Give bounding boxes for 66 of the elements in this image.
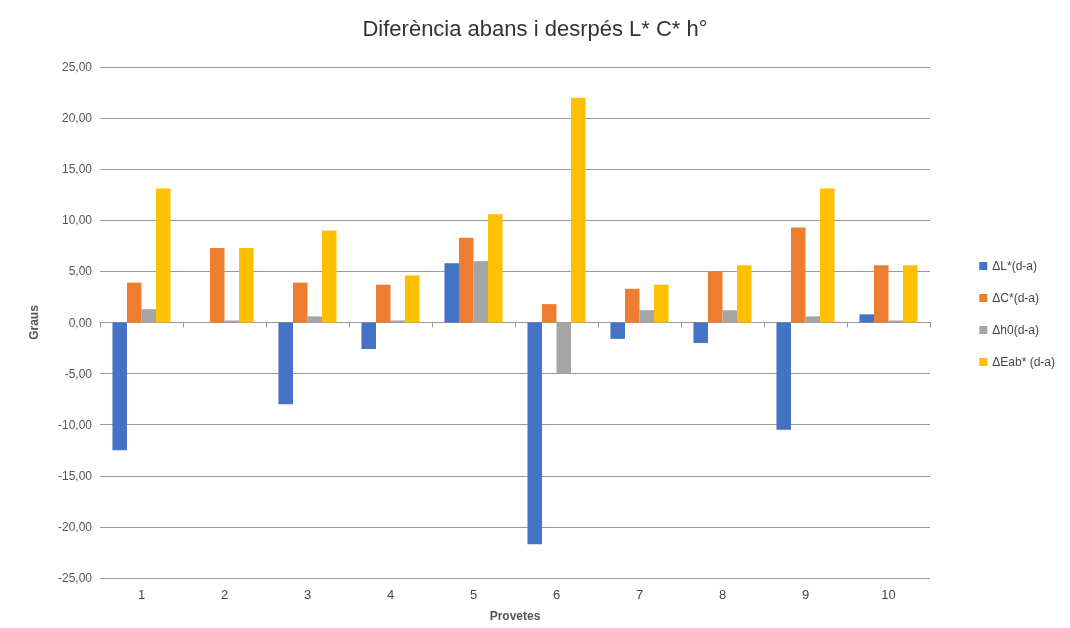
bar: [873, 265, 889, 323]
bar: [112, 322, 127, 451]
bar: [527, 322, 542, 545]
bar: [292, 282, 308, 323]
y-tick-label: 20,00: [61, 111, 93, 126]
y-tick-label: -10,00: [57, 417, 93, 432]
y-tick-label: 0,00: [68, 315, 93, 330]
x-tick-label: 7: [635, 587, 644, 602]
bar: [444, 263, 459, 323]
bar: [239, 247, 254, 323]
y-axis-title: Graus: [27, 304, 41, 340]
bar: [571, 97, 586, 323]
bar: [624, 288, 640, 323]
bar: [610, 322, 625, 339]
bar: [639, 310, 655, 323]
bar: [322, 230, 337, 323]
y-tick-label: 10,00: [61, 213, 93, 228]
x-tick-label: 5: [469, 587, 478, 602]
bar: [278, 322, 293, 405]
bar: [693, 322, 708, 343]
bar: [141, 309, 157, 323]
bar: [903, 265, 918, 323]
bar: [737, 265, 752, 323]
bar: [375, 284, 391, 323]
bar: [790, 227, 806, 323]
x-tick-label: 3: [303, 587, 312, 602]
bar: [126, 282, 142, 323]
bar: [805, 316, 821, 323]
bar: [473, 261, 489, 323]
bar: [390, 320, 406, 323]
y-tick-label: 5,00: [68, 264, 93, 279]
legend-label: ΔEab* (d-a): [992, 355, 1056, 369]
legend-label: ΔL*(d-a): [992, 259, 1037, 273]
x-tick-label: 9: [801, 587, 810, 602]
y-tick-label: -5,00: [64, 366, 93, 381]
legend-label: Δh0(d-a): [992, 323, 1039, 337]
y-tick-label: -20,00: [57, 519, 93, 534]
bar: [307, 316, 323, 323]
x-axis-title: Provetes: [489, 609, 541, 623]
bar: [458, 237, 474, 323]
bar: [859, 314, 874, 323]
y-tick-label: -15,00: [57, 468, 93, 483]
bar: [361, 322, 376, 350]
bar: [488, 214, 503, 323]
bar: [707, 271, 723, 323]
bar: [405, 275, 420, 323]
x-tick-label: 2: [220, 587, 229, 602]
x-tick-label: 4: [386, 587, 395, 602]
bar: [541, 304, 557, 323]
chart-title: Diferència abans i desrpés L* C* h°: [362, 15, 708, 41]
bar: [722, 310, 738, 323]
bar: [776, 322, 791, 430]
bar: [820, 188, 835, 323]
x-tick-label: 1: [137, 587, 146, 602]
bar: [209, 247, 225, 323]
bar: [156, 188, 171, 323]
x-tick-label: 10: [881, 587, 896, 602]
y-tick-label: 25,00: [61, 60, 93, 74]
bar: [888, 320, 904, 323]
x-tick-label: 8: [718, 587, 727, 602]
bar: [224, 320, 240, 323]
legend-label: ΔC*(d-a): [992, 291, 1039, 305]
bar: [654, 284, 669, 323]
y-tick-label: 15,00: [61, 162, 93, 177]
y-tick-label: -25,00: [57, 571, 93, 585]
x-tick-label: 6: [552, 587, 561, 602]
